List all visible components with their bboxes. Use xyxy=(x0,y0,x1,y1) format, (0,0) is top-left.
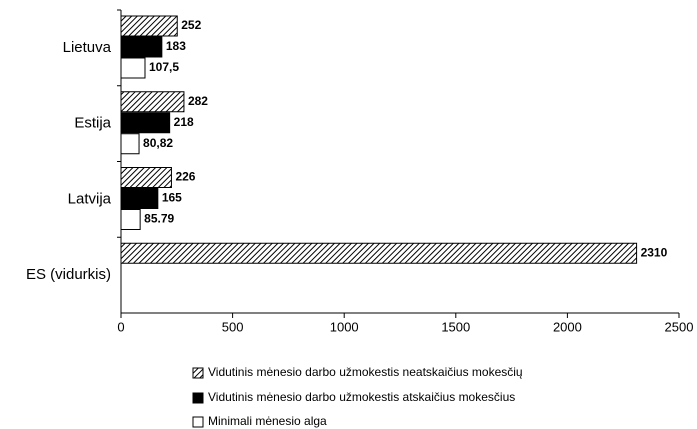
bar xyxy=(120,167,172,188)
value-label: 226 xyxy=(175,170,195,184)
value-label: 2310 xyxy=(641,245,668,259)
value-label: 252 xyxy=(181,18,201,32)
x-tick-label: 0 xyxy=(117,319,124,334)
value-label: 107,5 xyxy=(149,60,179,74)
legend-label: Vidutinis mėnesio darbo užmokestis neats… xyxy=(208,365,523,379)
legend-swatch xyxy=(192,367,204,379)
category-label: Lietuva xyxy=(63,39,112,56)
legend-swatch xyxy=(192,416,204,428)
bar xyxy=(120,188,159,209)
value-label: 85.79 xyxy=(144,212,174,226)
x-tick-label: 2000 xyxy=(553,319,582,334)
legend-swatch xyxy=(192,392,204,404)
bar xyxy=(120,112,171,134)
bar xyxy=(120,57,146,79)
value-label: 165 xyxy=(162,191,182,205)
x-tick-label: 2500 xyxy=(665,319,694,334)
category-label: ES (vidurkis) xyxy=(26,266,111,283)
bar xyxy=(120,91,185,113)
bar xyxy=(120,36,163,58)
x-tick-label: 500 xyxy=(222,319,244,334)
x-tick-label: 1000 xyxy=(330,319,359,334)
legend-label: Vidutinis mėnesio darbo užmokestis atska… xyxy=(208,390,515,404)
category-label: Estija xyxy=(74,115,111,132)
bar xyxy=(120,133,140,155)
value-label: 218 xyxy=(174,115,194,129)
x-tick-label: 1500 xyxy=(441,319,470,334)
legend-label: Minimali mėnesio alga xyxy=(208,414,327,428)
value-label: 282 xyxy=(188,94,208,108)
bar xyxy=(120,242,638,264)
value-label: 183 xyxy=(166,39,186,53)
value-label: 80,82 xyxy=(143,136,173,150)
category-label: Latvija xyxy=(68,190,112,207)
bar xyxy=(120,15,178,37)
bar xyxy=(120,209,141,230)
